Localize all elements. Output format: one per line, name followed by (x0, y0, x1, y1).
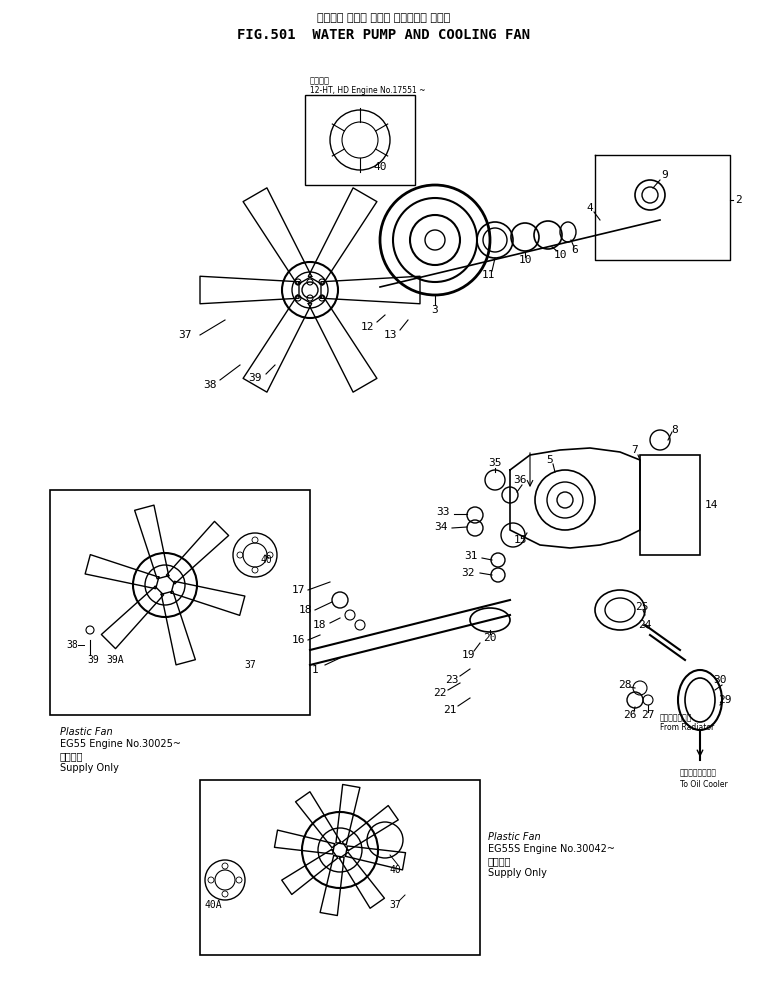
Text: 2: 2 (735, 195, 742, 205)
Text: 10: 10 (553, 250, 567, 260)
Text: EG55 Engine No.30025~: EG55 Engine No.30025~ (60, 739, 181, 749)
Text: 15: 15 (513, 535, 527, 545)
Text: 5: 5 (547, 455, 554, 465)
Text: 38: 38 (203, 380, 217, 390)
Text: 11: 11 (481, 270, 494, 280)
Text: 37: 37 (389, 900, 401, 910)
Text: 35: 35 (488, 458, 501, 468)
Text: 37: 37 (178, 330, 191, 340)
Text: 22: 22 (433, 688, 447, 698)
Text: 33: 33 (437, 507, 450, 517)
Text: 25: 25 (635, 602, 649, 612)
Bar (305, 95, 415, 185)
Text: 39: 39 (87, 655, 99, 665)
Text: 27: 27 (641, 710, 654, 720)
Text: 40: 40 (389, 865, 401, 875)
Text: 40A: 40A (205, 900, 221, 910)
Text: 4: 4 (587, 203, 594, 213)
Text: 16: 16 (291, 635, 305, 645)
Text: Plastic Fan: Plastic Fan (488, 832, 541, 842)
Bar (640, 455, 700, 555)
Text: 29: 29 (718, 695, 732, 705)
Text: 7: 7 (631, 445, 638, 455)
Text: ウォータ ポンプ および クーリング ファン: ウォータ ポンプ および クーリング ファン (318, 13, 451, 23)
Text: 8: 8 (671, 425, 678, 435)
Bar (50, 490, 310, 715)
Text: Plastic Fan: Plastic Fan (60, 727, 112, 737)
Text: FIG.501  WATER PUMP AND COOLING FAN: FIG.501 WATER PUMP AND COOLING FAN (238, 28, 531, 42)
Text: 40: 40 (373, 162, 387, 172)
Text: To Oil Cooler: To Oil Cooler (680, 780, 727, 789)
Text: 9: 9 (661, 170, 668, 180)
Text: 38: 38 (66, 640, 78, 650)
Text: 適用号地: 適用号地 (310, 76, 330, 85)
Text: 30: 30 (714, 675, 727, 685)
Text: 36: 36 (513, 475, 527, 485)
Text: 19: 19 (461, 650, 474, 660)
Text: 12: 12 (360, 322, 374, 332)
Text: オイルクーラーへ: オイルクーラーへ (680, 768, 717, 777)
Text: 補欠専用: 補欠専用 (488, 856, 511, 866)
Text: 3: 3 (431, 305, 438, 315)
Bar (200, 780, 480, 955)
Text: 40: 40 (260, 555, 271, 565)
Text: 12-HT, HD Engine No.17551 ~: 12-HT, HD Engine No.17551 ~ (310, 86, 425, 95)
Text: 34: 34 (434, 522, 448, 532)
Text: 18: 18 (312, 620, 326, 630)
Text: 20: 20 (483, 633, 497, 643)
Text: 24: 24 (638, 620, 652, 630)
Text: From Radiator: From Radiator (660, 723, 714, 732)
Text: 37: 37 (244, 660, 256, 670)
Text: ラジエータから: ラジエータから (660, 713, 692, 722)
Text: 21: 21 (443, 705, 457, 715)
Text: 10: 10 (518, 255, 531, 265)
Text: EG55S Engine No.30042~: EG55S Engine No.30042~ (488, 844, 615, 854)
Text: 31: 31 (464, 551, 478, 561)
Text: 13: 13 (383, 330, 397, 340)
Text: 39A: 39A (106, 655, 124, 665)
Text: 1: 1 (311, 665, 318, 675)
Text: 14: 14 (705, 500, 718, 510)
Text: 32: 32 (461, 568, 475, 578)
Text: 23: 23 (445, 675, 459, 685)
Text: 39: 39 (248, 373, 261, 383)
Text: 17: 17 (291, 585, 305, 595)
Text: 28: 28 (618, 680, 632, 690)
Text: 18: 18 (298, 605, 312, 615)
Text: 26: 26 (623, 710, 637, 720)
Text: 6: 6 (571, 245, 578, 255)
Text: 補欠専用: 補欠専用 (60, 751, 84, 761)
Text: Supply Only: Supply Only (488, 868, 547, 878)
Text: Supply Only: Supply Only (60, 763, 119, 773)
